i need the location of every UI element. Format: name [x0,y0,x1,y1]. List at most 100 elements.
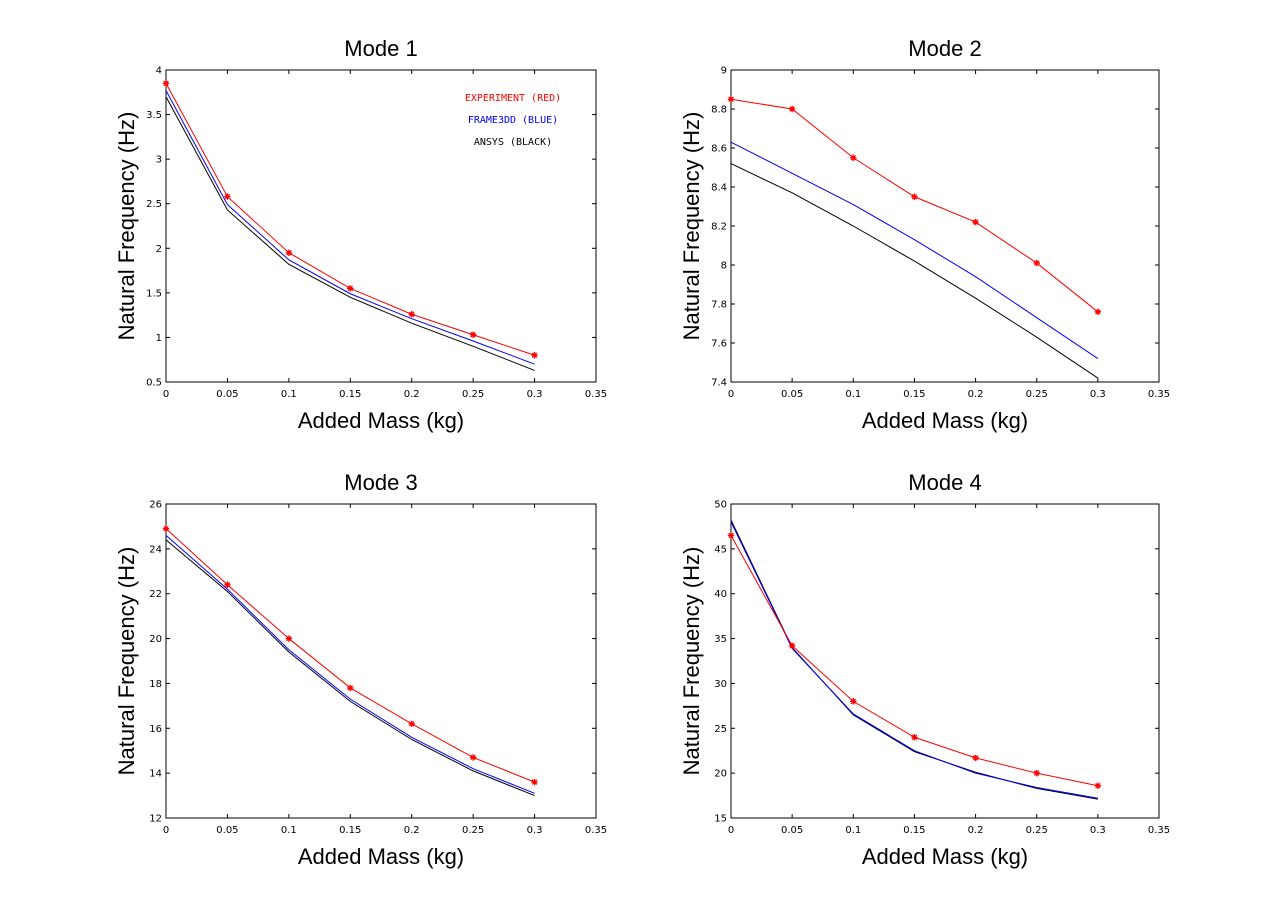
x-tick-label: 0.2 [968,825,984,836]
y-tick-label: 45 [714,544,727,555]
x-tick-label: 0.15 [903,389,925,400]
y-axis-label: Natural Frequency (Hz) [679,112,704,341]
y-tick-label: 20 [714,769,727,780]
data-point-marker [911,734,918,741]
data-point-marker [469,754,477,761]
y-tick-label: 8.4 [711,183,727,194]
x-tick-label: 0.15 [339,389,361,400]
y-tick-label: 7.8 [711,300,727,311]
x-tick-label: 0.2 [404,389,420,400]
y-tick-label: 4 [156,66,162,77]
chart-title: Mode 2 [908,36,981,61]
x-tick-label: 0.2 [968,389,984,400]
data-point-marker [788,642,796,649]
y-tick-label: 22 [149,589,162,600]
y-tick-label: 9 [721,66,727,77]
subplot-3: Mode 3 Added Mass (kg) Natural Frequency (… [114,470,607,869]
data-point-marker [531,778,538,786]
y-tick-label: 24 [149,544,162,555]
x-tick-label: 0 [163,825,169,836]
x-tick-label: 0.2 [404,825,420,836]
subplot-1: Mode 1 Added Mass (kg) Natural Frequency (… [114,36,607,433]
data-point-marker [850,154,857,161]
y-axis-label: Natural Frequency (Hz) [114,547,139,776]
y-tick-label: 25 [714,724,727,735]
series-line-2 [165,90,535,365]
data-point-marker [285,635,293,642]
x-tick-label: 0.05 [216,389,238,400]
x-tick-label: 0.25 [462,825,484,836]
chart-title: Mode 3 [344,470,417,495]
y-axis-label: Natural Frequency (Hz) [679,547,704,776]
series-line-3 [165,96,535,371]
legend-entry-2: FRAME3DD (BLUE) [468,115,558,126]
y-tick-label: 2.5 [146,199,162,210]
y-tick-label: 1.5 [146,288,162,299]
x-tick-label: 0 [163,389,169,400]
data-point-marker [727,532,735,539]
series-line-3 [730,163,1099,379]
series-line-2 [730,141,1099,360]
y-axis-label: Natural Frequency (Hz) [114,112,139,341]
x-tick-label: 0.25 [1026,389,1048,400]
series-line-2 [165,535,535,794]
x-tick-label: 0 [728,389,734,400]
y-tick-label: 14 [149,769,162,780]
y-tick-label: 50 [714,500,727,511]
y-tick-label: 1 [156,333,162,344]
y-tick-label: 7.4 [711,378,727,389]
y-tick-label: 12 [149,814,162,825]
y-tick-label: 3 [156,155,162,166]
y-tick-label: 3.5 [146,110,162,121]
y-tick-label: 8.6 [711,144,727,155]
x-tick-label: 0.35 [585,389,607,400]
y-tick-label: 16 [149,724,162,735]
data-point-marker [1094,308,1102,315]
x-tick-label: 0.15 [903,825,925,836]
y-tick-label: 26 [149,500,162,511]
data-point-marker [162,80,170,87]
x-axis-label: Added Mass (kg) [298,408,464,433]
data-point-marker [408,720,415,727]
data-point-marker [347,285,354,292]
chart-title: Mode 1 [344,36,417,61]
subplot-4: Mode 4 Added Mass (kg) Natural Frequency (… [679,470,1170,869]
x-tick-label: 0.15 [339,825,361,836]
y-tick-label: 8 [721,261,727,272]
legend-entry-3: ANSYS (BLACK) [474,137,552,148]
x-axis-label: Added Mass (kg) [862,844,1028,869]
data-point-marker [1033,259,1040,267]
plot-area [165,503,597,819]
data-point-marker [727,96,735,103]
data-point-marker [1033,769,1040,777]
x-axis-label: Added Mass (kg) [298,844,464,869]
y-tick-label: 8.2 [711,222,727,233]
x-tick-label: 0.3 [527,389,543,400]
x-tick-label: 0.1 [281,825,297,836]
data-point-marker [531,352,538,359]
data-point-marker [347,684,354,692]
x-axis-label: Added Mass (kg) [862,408,1028,433]
plot-area [730,69,1160,383]
x-tick-label: 0.1 [281,389,297,400]
x-tick-label: 0.25 [462,389,484,400]
y-tick-label: 2 [156,244,162,255]
x-tick-label: 0.3 [1090,825,1106,836]
y-tick-label: 0.5 [146,378,162,389]
x-tick-label: 0.05 [216,825,238,836]
x-tick-label: 0.35 [585,825,607,836]
y-tick-label: 40 [714,589,727,600]
y-tick-label: 15 [714,814,727,825]
y-tick-label: 8.8 [711,105,727,116]
data-point-marker [408,311,415,318]
data-point-marker [972,754,979,762]
subplot-2: Mode 2 Added Mass (kg) Natural Frequency (… [679,36,1170,433]
series-line-3 [165,539,535,797]
data-point-marker [224,581,231,588]
data-point-marker [1094,782,1102,789]
x-tick-label: 0.05 [781,825,803,836]
x-tick-label: 0.35 [1148,389,1170,400]
data-point-marker [469,331,477,338]
y-tick-label: 35 [714,634,727,645]
